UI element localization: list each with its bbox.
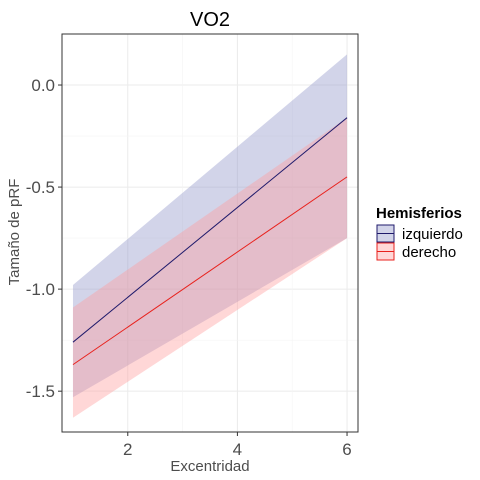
plot-area (62, 34, 358, 432)
legend-label-izquierdo: izquierdo (402, 226, 463, 243)
x-tick-label-0: 2 (123, 440, 132, 459)
y-tick-label-2: -1.0 (26, 280, 55, 299)
x-axis-title: Excentridad (170, 458, 249, 475)
chart-title: VO2 (190, 9, 230, 31)
y-axis-title: Tamaño de pRF (6, 179, 23, 286)
x-tick-label-2: 6 (342, 440, 351, 459)
y-tick-label-1: -0.5 (26, 178, 55, 197)
y-tick-label-3: -1.5 (26, 382, 55, 401)
x-axis: 2 4 6 (123, 432, 352, 459)
y-tick-label-0: 0.0 (31, 76, 55, 95)
legend-key-izquierdo (377, 225, 394, 242)
legend-label-derecho: derecho (402, 244, 456, 261)
y-axis: 0.0 -0.5 -1.0 -1.5 (26, 76, 62, 401)
x-tick-label-1: 4 (233, 440, 242, 459)
legend-key-derecho (377, 243, 394, 260)
legend-title: Hemisferios (376, 205, 462, 222)
